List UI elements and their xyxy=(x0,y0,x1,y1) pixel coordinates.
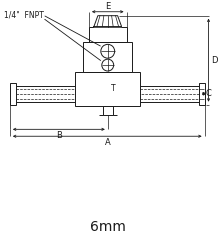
Text: B: B xyxy=(56,131,62,140)
Text: A: A xyxy=(105,138,111,147)
Text: T: T xyxy=(111,84,115,93)
Text: 1/4"  FNPT: 1/4" FNPT xyxy=(4,10,44,19)
Text: D: D xyxy=(211,56,218,65)
Bar xyxy=(75,72,140,106)
Bar xyxy=(10,83,16,105)
Bar xyxy=(89,27,126,42)
Text: C: C xyxy=(205,89,211,98)
Text: 6mm: 6mm xyxy=(90,220,126,234)
Polygon shape xyxy=(94,16,122,27)
Text: E: E xyxy=(105,2,110,11)
Bar xyxy=(83,42,132,72)
Bar xyxy=(199,83,205,105)
Bar xyxy=(103,106,113,115)
